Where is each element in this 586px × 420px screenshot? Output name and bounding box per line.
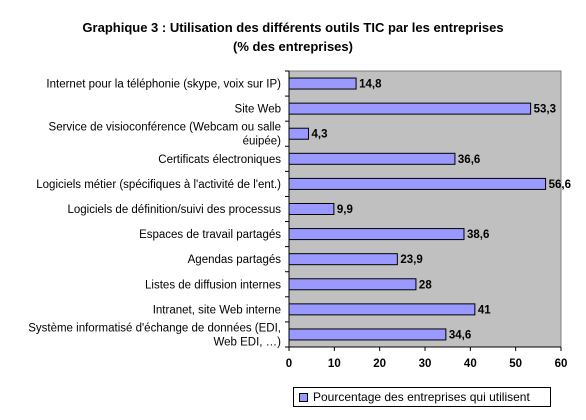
bar bbox=[288, 77, 357, 90]
bar bbox=[288, 303, 476, 316]
bar bbox=[288, 328, 447, 341]
x-axis: 0 10 20 30 40 50 60 bbox=[285, 70, 568, 370]
category-label: Espaces de travail partagés bbox=[139, 229, 281, 241]
chart-title-main: Graphique 3 : Utilisation des différents… bbox=[82, 20, 504, 35]
bar bbox=[288, 253, 398, 266]
data-label: 4,3 bbox=[311, 129, 327, 141]
x-tick-label: 60 bbox=[555, 358, 568, 370]
data-label: 14,8 bbox=[359, 79, 382, 91]
chart-subtitle: (% des entreprises) bbox=[233, 39, 353, 54]
x-tick-label: 50 bbox=[509, 358, 522, 370]
category-label: Service de visioconférence (Webcam ou sa… bbox=[49, 122, 281, 134]
bar bbox=[288, 278, 417, 291]
category-label: Web EDI, …) bbox=[213, 336, 281, 348]
category-label: Système informatisé d'échange de données… bbox=[28, 322, 281, 334]
bar bbox=[288, 127, 309, 140]
x-tick-label: 10 bbox=[328, 358, 341, 370]
bars-group bbox=[288, 77, 547, 341]
legend-label: Pourcentage des entreprises qui utilisen… bbox=[313, 390, 530, 404]
data-label: 9,9 bbox=[337, 204, 353, 216]
data-label: 41 bbox=[478, 304, 491, 316]
category-label: Certificats électroniques bbox=[158, 154, 281, 166]
category-label: Site Web bbox=[235, 104, 281, 116]
data-label: 56,6 bbox=[549, 179, 571, 191]
bar bbox=[288, 152, 456, 165]
value-labels-group: 14,8 53,3 4,3 36,6 56,6 9,9 38,6 23,9 28 41 34,6 bbox=[311, 79, 570, 342]
data-label: 38,6 bbox=[467, 229, 489, 241]
data-label: 23,9 bbox=[400, 254, 422, 266]
data-label: 53,3 bbox=[534, 104, 556, 116]
x-tick-label: 20 bbox=[373, 358, 386, 370]
legend-swatch bbox=[299, 392, 308, 402]
category-label: Logiciels métier (spécifiques à l'activi… bbox=[36, 179, 281, 191]
category-label: Intranet, site Web interne bbox=[153, 304, 281, 316]
bar bbox=[288, 102, 532, 115]
category-label: Internet pour la téléphonie (skype, voix… bbox=[46, 79, 281, 91]
x-tick-label: 30 bbox=[419, 358, 432, 370]
category-label: Listes de diffusion internes bbox=[145, 279, 281, 291]
x-tick-label: 40 bbox=[464, 358, 477, 370]
category-label: éuipée) bbox=[243, 136, 282, 148]
bar bbox=[288, 177, 547, 190]
chart-title: Graphique 3 : Utilisation des différents… bbox=[0, 18, 586, 56]
data-label: 36,6 bbox=[458, 154, 480, 166]
bar bbox=[288, 228, 465, 241]
bar bbox=[288, 203, 335, 215]
data-label: 34,6 bbox=[449, 329, 471, 341]
category-labels-group: Internet pour la téléphonie (skype, voix… bbox=[28, 79, 281, 349]
legend: Pourcentage des entreprises qui utilisen… bbox=[293, 387, 551, 407]
data-label: 28 bbox=[419, 279, 432, 291]
category-label: Logiciels de définition/suivi des proces… bbox=[67, 204, 281, 216]
x-tick-label: 0 bbox=[286, 358, 292, 370]
category-label: Agendas partagés bbox=[188, 254, 282, 266]
